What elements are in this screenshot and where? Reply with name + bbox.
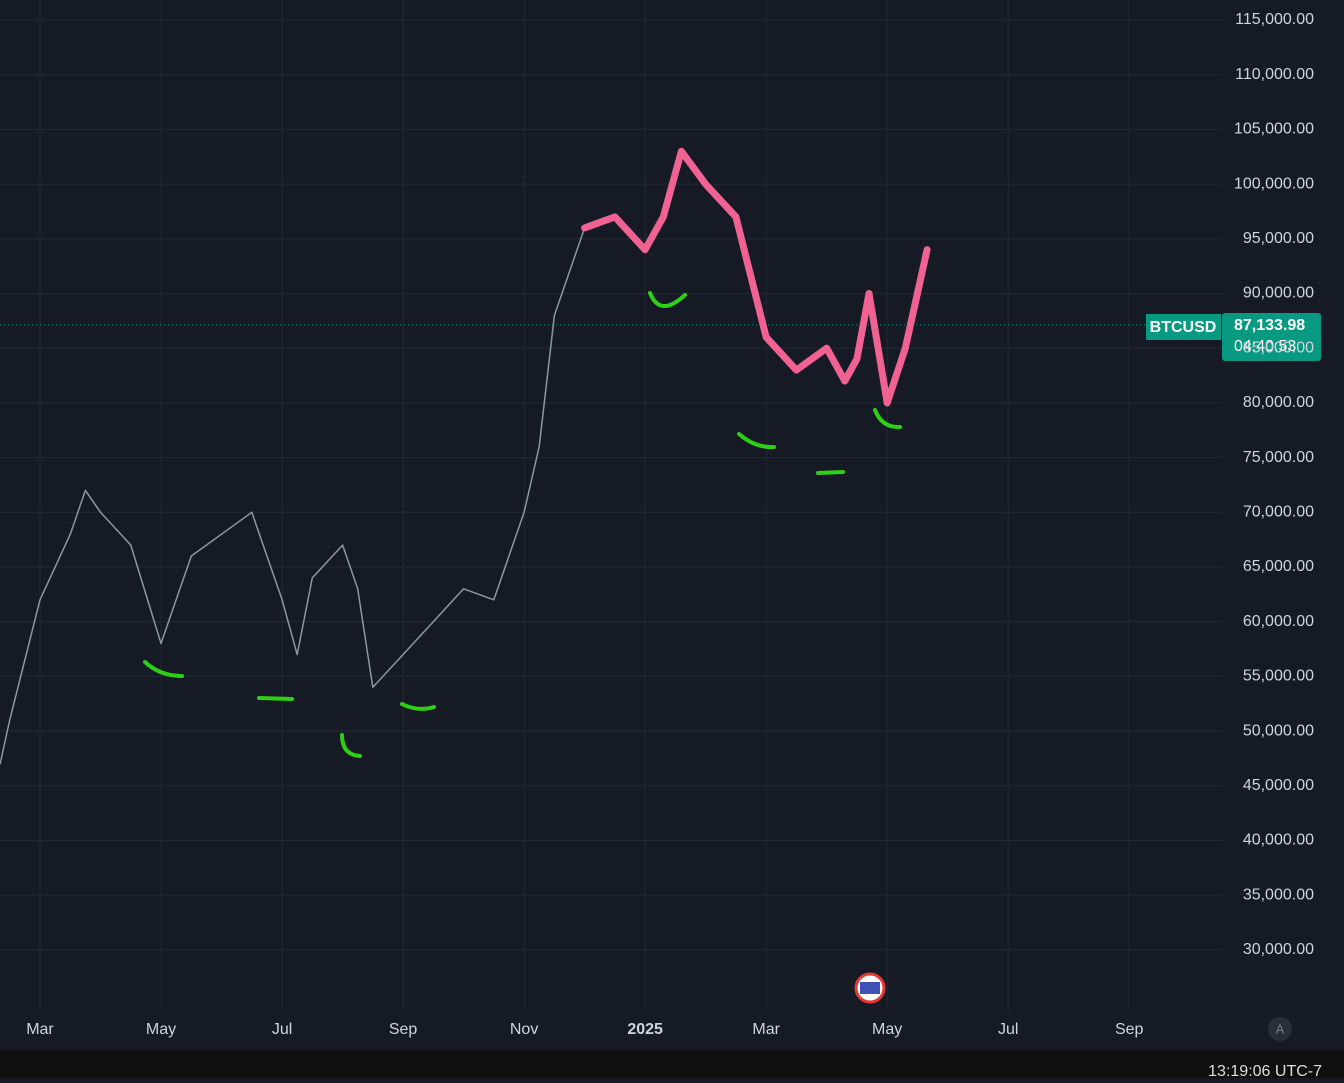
y-tick-label: 40,000.00	[1243, 832, 1314, 849]
y-tick-label: 35,000.00	[1243, 886, 1314, 903]
y-tick-label: 85,000.00	[1243, 339, 1314, 356]
auto-scale-label: A	[1276, 1021, 1285, 1036]
y-tick-label: 80,000.00	[1243, 394, 1314, 411]
y-tick-label: 75,000.00	[1243, 449, 1314, 466]
price-tag	[1222, 313, 1321, 361]
y-tick-label: 105,000.00	[1234, 121, 1314, 138]
x-tick-label: May	[872, 1021, 902, 1038]
y-tick-label: 115,000.00	[1235, 11, 1314, 28]
bottom-bar	[0, 1050, 1344, 1078]
x-tick-label: Mar	[26, 1021, 54, 1038]
x-tick-label: 2025	[627, 1021, 663, 1038]
y-tick-label: 60,000.00	[1243, 613, 1314, 630]
drawing	[257, 696, 294, 701]
x-tick-label: Nov	[510, 1021, 538, 1038]
drawing	[873, 408, 902, 430]
x-tick-label: Sep	[1115, 1021, 1144, 1038]
y-tick-label: 30,000.00	[1243, 941, 1314, 958]
x-tick-label: Jul	[272, 1021, 292, 1038]
auto-scale-button[interactable]	[1268, 1017, 1292, 1041]
y-tick-label: 70,000.00	[1243, 503, 1314, 520]
drawing	[400, 702, 436, 711]
y-tick-label: 45,000.00	[1243, 777, 1314, 794]
drawing	[648, 291, 687, 308]
x-tick-label: Jul	[998, 1021, 1018, 1038]
x-tick-label: Mar	[752, 1021, 780, 1038]
last-price: 87,133.98	[1234, 317, 1305, 334]
y-tick-label: 50,000.00	[1243, 722, 1314, 739]
flag	[860, 982, 880, 994]
x-tick-label: May	[146, 1021, 176, 1038]
drawing	[816, 470, 845, 475]
drawings	[143, 291, 902, 758]
countdown: 04:40:53	[1234, 338, 1296, 355]
y-tick-label: 100,000.00	[1234, 175, 1314, 192]
symbol: BTCUSD	[1150, 319, 1217, 336]
y-tick-label: 110,000.00	[1235, 66, 1314, 83]
y-tick-label: 55,000.00	[1243, 668, 1314, 685]
symbol-tag	[1146, 314, 1221, 340]
clock: 13:19:06 UTC-7	[1208, 1063, 1322, 1078]
drawing	[143, 660, 184, 678]
x-tick-label: Sep	[389, 1021, 418, 1038]
y-tick-label: 95,000.00	[1243, 230, 1314, 247]
drawing	[737, 432, 776, 450]
y-tick-label: 90,000.00	[1243, 285, 1314, 302]
plot	[0, 147, 931, 765]
event-icon	[854, 972, 886, 1004]
price-line	[581, 147, 931, 407]
grid	[0, 0, 1222, 1010]
drawing	[340, 733, 362, 758]
y-tick-label: 65,000.00	[1243, 558, 1314, 575]
